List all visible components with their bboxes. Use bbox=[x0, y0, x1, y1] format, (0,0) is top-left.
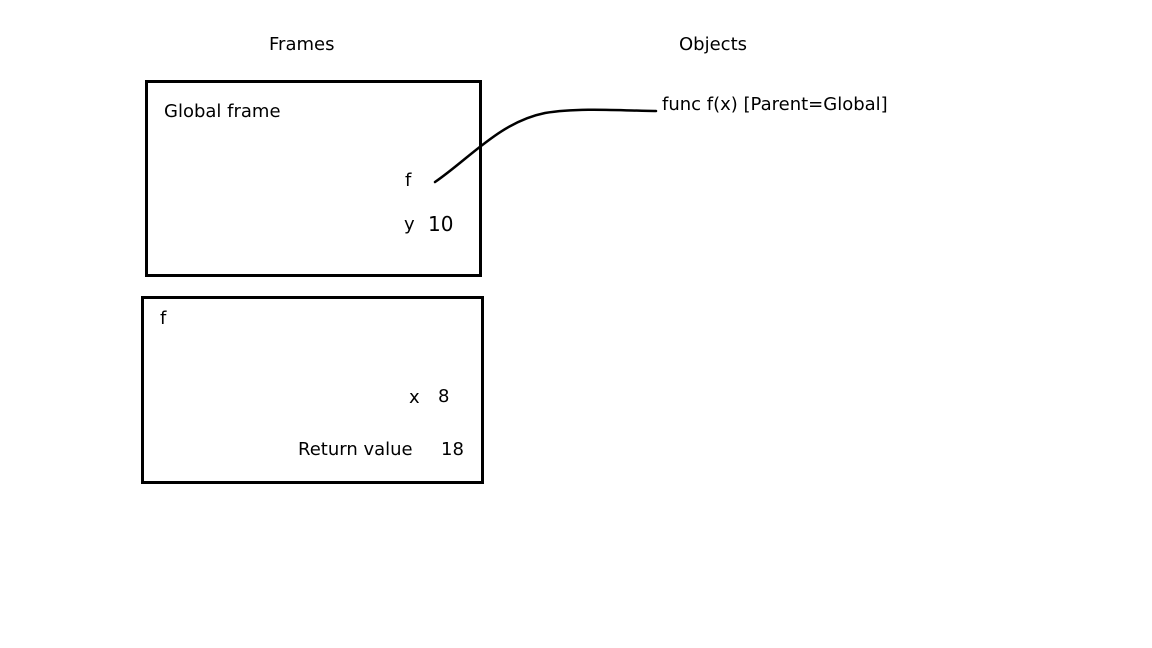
f-frame-title: f bbox=[160, 308, 167, 329]
function-object-label: func f(x) [Parent=Global] bbox=[662, 94, 888, 115]
f-frame-box bbox=[141, 296, 484, 484]
objects-heading: Objects bbox=[679, 34, 748, 55]
global-binding-y-name: y bbox=[404, 214, 415, 235]
global-binding-f-name: f bbox=[405, 170, 412, 191]
f-return-label: Return value bbox=[298, 439, 413, 460]
frames-heading: Frames bbox=[269, 34, 335, 55]
global-binding-y-value: 10 bbox=[428, 212, 454, 236]
f-return-value: 18 bbox=[441, 439, 464, 460]
f-binding-x-name: x bbox=[409, 387, 420, 408]
global-frame-title: Global frame bbox=[164, 101, 281, 122]
f-binding-x-value: 8 bbox=[438, 386, 450, 407]
